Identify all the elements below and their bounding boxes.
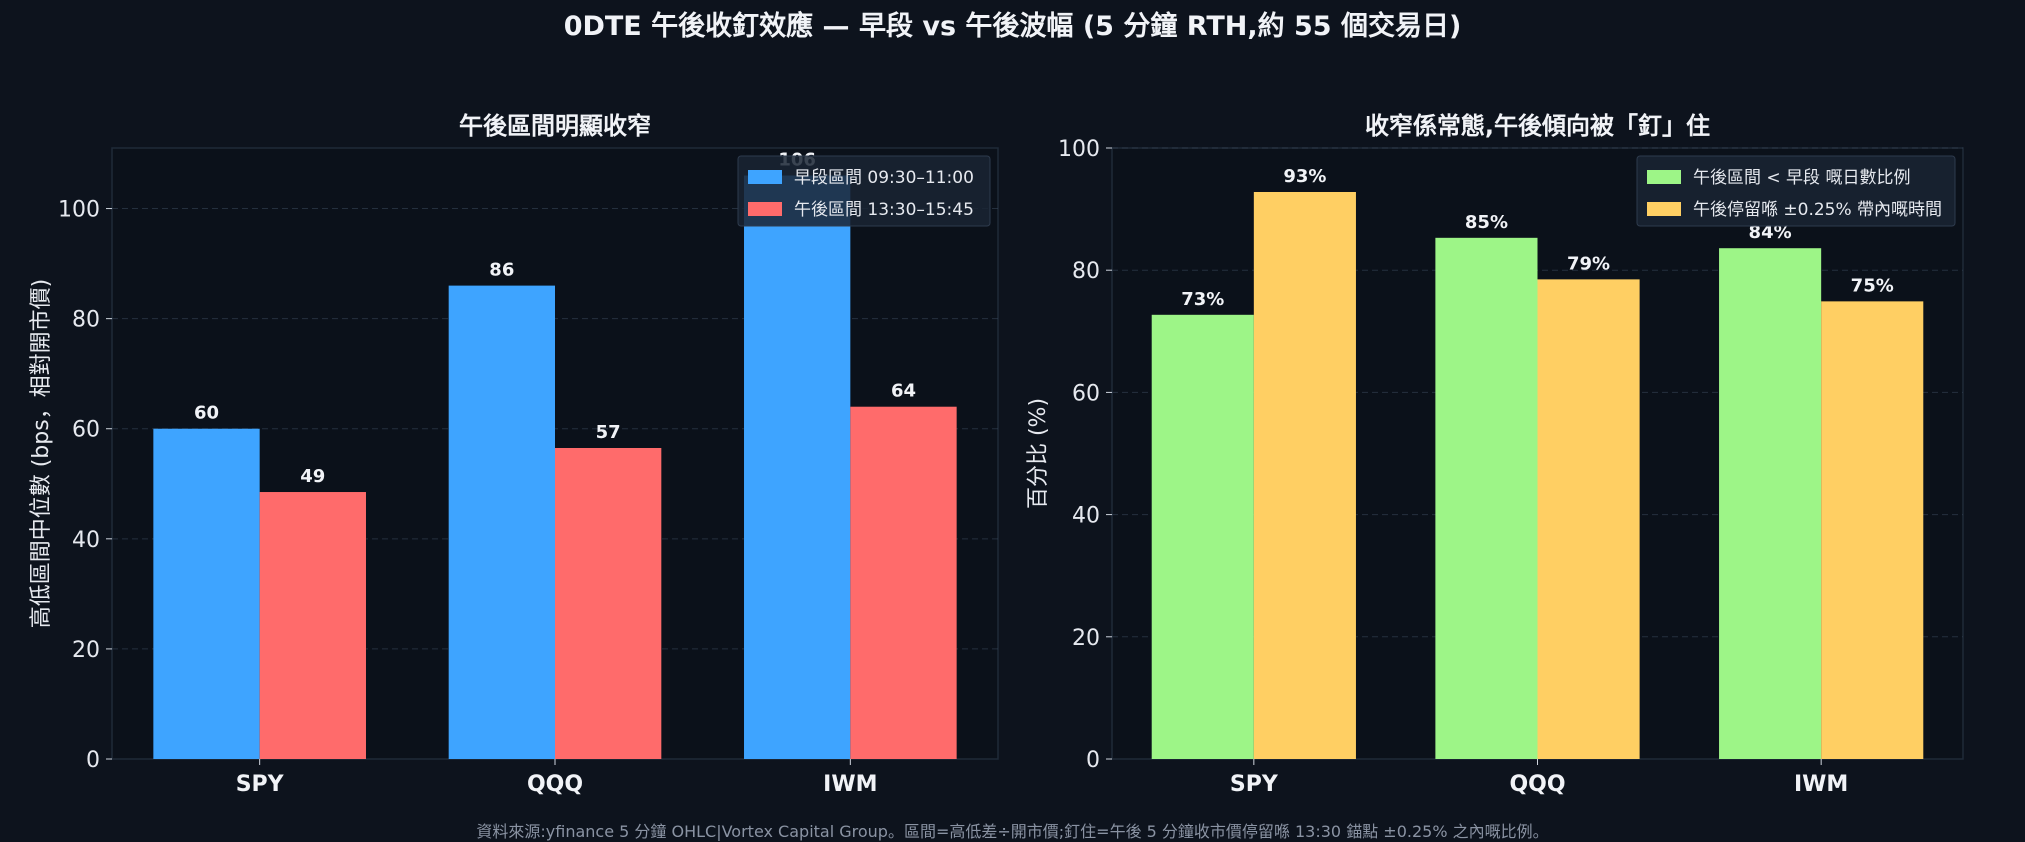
panel1-bar: [259, 492, 366, 759]
panel1-legend: 早段區間 09:30–11:00 午後區間 13:30–15:45: [737, 155, 991, 227]
panel2-legend-swatch: [1647, 202, 1681, 216]
panel1-bar: [153, 428, 260, 759]
panel2-legend-label: 午後區間 < 早段 嘅日數比例: [1693, 168, 1910, 188]
panel2-y-axis-label: 百分比 (%): [1026, 398, 1051, 509]
panel2-data-label: 79%: [1567, 253, 1610, 274]
panel2-bar: [1435, 237, 1538, 759]
panel2-y-tick-label: 40: [1072, 504, 1100, 529]
panel1-title: 午後區間明顯收窄: [459, 112, 651, 140]
panel2-bar: [1151, 314, 1254, 759]
panel1-y-tick-label: 100: [58, 198, 100, 223]
panel2-y-tick-label: 60: [1072, 381, 1100, 406]
panel2-title: 收窄係常態,午後傾向被「釘」住: [1365, 112, 1710, 140]
panel1-legend-box: [737, 155, 991, 227]
panel1-y-axis-label: 高低區間中位數 (bps，相對開市價): [29, 279, 54, 629]
panel2-bar: [1537, 279, 1640, 759]
panel2-y-tick-label: 0: [1086, 748, 1100, 773]
panel2-y-tick-label: 20: [1072, 626, 1100, 651]
panel1-x-tick-label: IWM: [823, 772, 877, 797]
panel1-data-label: 64: [891, 381, 916, 402]
panel1-data-label: 49: [300, 466, 325, 487]
panel1-y-tick-label: 20: [72, 638, 100, 663]
panel1-bar: [555, 447, 662, 759]
panel1-y-tick-label: 40: [72, 528, 100, 553]
panel1-data-label: 60: [194, 403, 219, 424]
panel2-bar: [1253, 191, 1356, 759]
panel2-data-label: 84%: [1749, 222, 1792, 243]
panel1-y-tick-label: 60: [72, 418, 100, 443]
panel2-bar: [1821, 301, 1924, 759]
panel2-x-tick-label: QQQ: [1509, 772, 1565, 797]
panel2-data-label: 93%: [1283, 166, 1326, 187]
panel1-x-tick-label: QQQ: [527, 772, 583, 797]
panel2-x-tick-label: IWM: [1794, 772, 1848, 797]
panel2-bar: [1719, 248, 1822, 760]
panel2-data-label: 73%: [1181, 289, 1224, 310]
panel1-y-tick-label: 80: [72, 308, 100, 333]
panel2-data-label: 85%: [1465, 212, 1508, 233]
panel2-x-tick-label: SPY: [1230, 772, 1279, 797]
chart-suptitle: 0DTE 午後收釘效應 — 早段 vs 午後波幅 (5 分鐘 RTH,約 55 …: [563, 11, 1462, 42]
panel1-group: 0204060801006049SPY8657QQQ10664IWM午後區間明顯…: [29, 112, 999, 797]
panel2-y-tick-label: 100: [1058, 137, 1100, 162]
panel2-legend-label: 午後停留喺 ±0.25% 帶內嘅時間: [1693, 200, 1942, 220]
panel1-bar: [850, 406, 957, 759]
panel1-x-tick-label: SPY: [236, 772, 285, 797]
panel1-y-tick-label: 0: [86, 748, 100, 773]
panel1-legend-swatch: [748, 202, 782, 216]
panel2-data-label: 75%: [1851, 275, 1894, 296]
panel1-bar: [744, 175, 851, 759]
panel1-legend-label: 早段區間 09:30–11:00: [794, 168, 974, 188]
panel2-legend-swatch: [1647, 170, 1681, 184]
panel2-legend-box: [1636, 155, 1956, 227]
panel1-data-label: 86: [489, 260, 514, 281]
panel2-group: 0 20 40 60 80 100 73% 93% SPY 85% 79% QQQ 84% 75% IWM 收…: [1026, 112, 1964, 797]
panel2-y-tick-label: 80: [1072, 259, 1100, 284]
panel1-data-label: 57: [596, 422, 621, 443]
chart-footnote: 資料來源:yfinance 5 分鐘 OHLC|Vortex Capital G…: [476, 822, 1549, 841]
panel1-bar: [448, 285, 555, 759]
panel1-legend-label: 午後區間 13:30–15:45: [794, 200, 974, 220]
panel1-legend-swatch: [748, 170, 782, 184]
